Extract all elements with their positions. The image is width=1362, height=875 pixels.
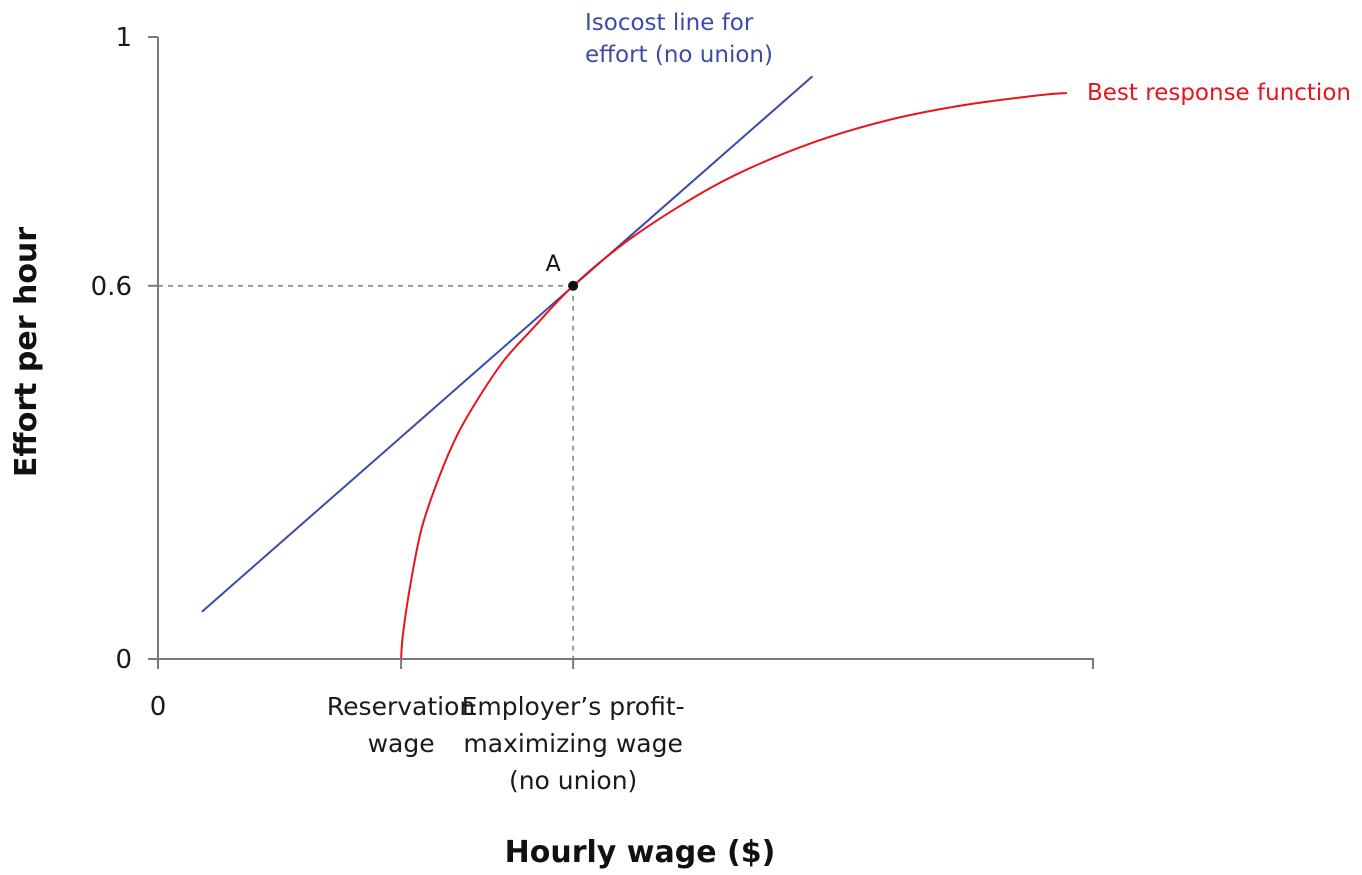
x-axis-title: Hourly wage ($) bbox=[505, 835, 776, 870]
x-category-label-line: maximizing wage bbox=[463, 729, 682, 758]
x-category-label-line: Employer’s profit- bbox=[462, 692, 685, 721]
best-response-curve bbox=[400, 91, 1067, 660]
series-label-line: Best response function bbox=[1087, 80, 1351, 106]
x-category-label: Employer’s profit-maximizing wage (no uni… bbox=[462, 692, 685, 795]
y-tick-label: 0.6 bbox=[91, 272, 132, 302]
series-lines bbox=[201, 75, 1067, 660]
point-label: A bbox=[546, 252, 561, 277]
x-category-label-line: (no union) bbox=[509, 766, 637, 795]
y-tick-label: 0 bbox=[115, 645, 132, 675]
labels: 0 0.6 1 0 Reservation wage Employer’s profit-m… bbox=[91, 10, 1351, 795]
points bbox=[568, 280, 579, 291]
x-tick-label: 0 bbox=[150, 692, 167, 722]
axes bbox=[157, 37, 1094, 669]
y-axis-title: Effort per hour bbox=[9, 227, 44, 477]
isocost-line-label: Isocost line for effort (no union) bbox=[585, 10, 773, 68]
point-marker bbox=[568, 280, 579, 291]
series-label-line: Isocost line for bbox=[585, 10, 754, 36]
series-label-line: effort (no union) bbox=[585, 42, 773, 68]
reference-lines bbox=[158, 284, 574, 659]
x-category-label: Reservation wage bbox=[327, 692, 475, 758]
tick-marks bbox=[148, 36, 575, 669]
x-category-label-line: Reservation bbox=[327, 692, 475, 721]
x-category-label-line: wage bbox=[368, 729, 435, 758]
best-response-label: Best response function bbox=[1087, 80, 1351, 106]
y-tick-label: 1 bbox=[115, 23, 132, 53]
isocost-line bbox=[201, 75, 814, 613]
